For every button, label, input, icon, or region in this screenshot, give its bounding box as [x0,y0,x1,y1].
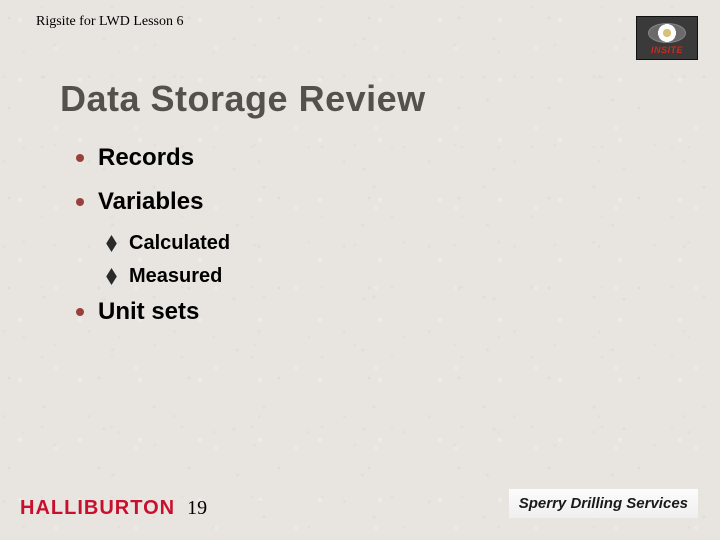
list-item: Variables [76,188,680,216]
eye-icon [648,23,686,43]
list-item: Records [76,144,680,172]
halliburton-logo: HALLIBURTON [20,497,175,520]
bullet-diamond-icon [106,235,117,252]
lesson-header: Rigsite for LWD Lesson 6 [36,14,184,30]
list-subitem: Measured [106,265,680,288]
bullet-dot-icon [76,154,84,162]
list-item: Unit sets [76,298,680,326]
bullet-dot-icon [76,198,84,206]
list-item-label: Unit sets [98,298,199,326]
page-title: Data Storage Review [60,78,426,120]
list-subitem-label: Measured [129,265,222,288]
insite-logo: INSITE [636,16,698,60]
slide: Rigsite for LWD Lesson 6 INSITE Data Sto… [0,0,720,540]
insite-logo-text: INSITE [651,45,683,55]
bullet-list: Records Variables Calculated Measured Un… [76,144,680,342]
sperry-logo: Sperry Drilling Services [509,489,698,518]
list-item-label: Variables [98,188,203,216]
footer-left: HALLIBURTON 19 [20,497,207,520]
bullet-diamond-icon [106,268,117,285]
page-number: 19 [187,497,207,520]
list-subitem: Calculated [106,232,680,255]
list-item-label: Records [98,144,194,172]
bullet-dot-icon [76,308,84,316]
list-subitem-label: Calculated [129,232,230,255]
